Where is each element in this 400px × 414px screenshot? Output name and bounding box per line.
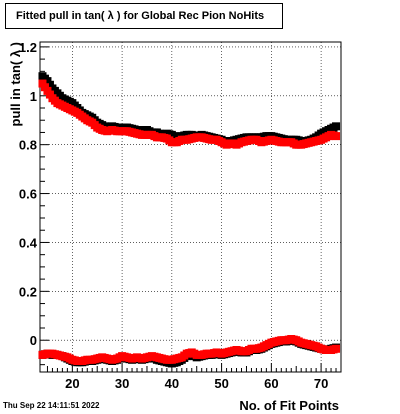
series-1 <box>38 79 341 149</box>
data-markers <box>38 72 341 368</box>
tick-labels: 20 30 40 50 60 70 0 0.2 0.4 0.6 0.8 1 1.2 <box>19 40 328 391</box>
x-tick-label: 70 <box>314 376 328 391</box>
x-tick-label: 50 <box>214 376 228 391</box>
data-point <box>332 132 341 141</box>
x-tick-label: 40 <box>165 376 179 391</box>
x-tick-label: 30 <box>115 376 129 391</box>
plot-frame <box>39 41 342 373</box>
x-tick-label: 60 <box>264 376 278 391</box>
x-tick-label: 20 <box>65 376 79 391</box>
y-tick-label: 0.4 <box>19 235 38 250</box>
y-tick-label: 1.2 <box>19 40 37 55</box>
x-axis-title: No. of Fit Points <box>239 398 339 413</box>
y-tick-label: 0.8 <box>19 138 37 153</box>
series-3 <box>38 335 341 365</box>
grid-lines <box>40 42 341 372</box>
y-tick-label: 0.2 <box>19 284 37 299</box>
data-point <box>332 122 341 131</box>
data-point <box>332 344 341 353</box>
y-tick-label: 0 <box>30 333 37 348</box>
y-tick-label: 1 <box>30 89 37 104</box>
y-tick-label: 0.6 <box>19 187 37 202</box>
chart-title: Fitted pull in tan( λ ) for Global Rec P… <box>5 3 283 29</box>
timestamp: Thu Sep 22 14:11:51 2022 <box>3 401 100 410</box>
y-axis-title: pull in tan( λ ) <box>8 42 23 127</box>
